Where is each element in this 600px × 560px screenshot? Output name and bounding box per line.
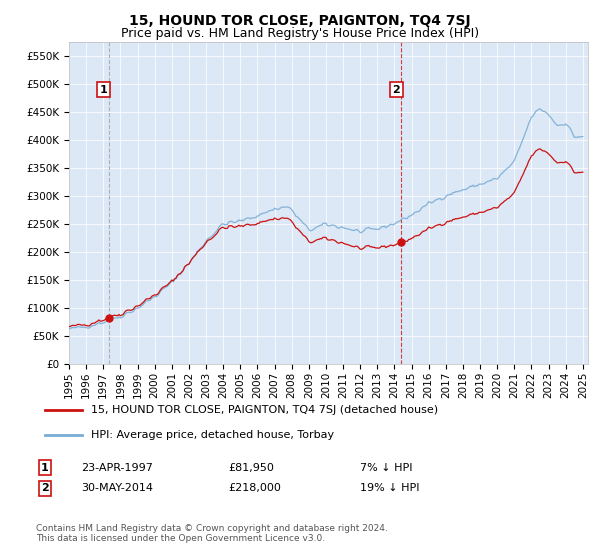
Text: 1: 1 bbox=[100, 85, 107, 95]
Text: 23-APR-1997: 23-APR-1997 bbox=[81, 463, 153, 473]
Text: 30-MAY-2014: 30-MAY-2014 bbox=[81, 483, 153, 493]
Text: Price paid vs. HM Land Registry's House Price Index (HPI): Price paid vs. HM Land Registry's House … bbox=[121, 27, 479, 40]
Text: 15, HOUND TOR CLOSE, PAIGNTON, TQ4 7SJ (detached house): 15, HOUND TOR CLOSE, PAIGNTON, TQ4 7SJ (… bbox=[91, 405, 438, 416]
Text: 2: 2 bbox=[392, 85, 400, 95]
Text: Contains HM Land Registry data © Crown copyright and database right 2024.
This d: Contains HM Land Registry data © Crown c… bbox=[36, 524, 388, 543]
Text: 7% ↓ HPI: 7% ↓ HPI bbox=[360, 463, 413, 473]
Text: 19% ↓ HPI: 19% ↓ HPI bbox=[360, 483, 419, 493]
Text: HPI: Average price, detached house, Torbay: HPI: Average price, detached house, Torb… bbox=[91, 430, 334, 440]
Text: 2: 2 bbox=[41, 483, 49, 493]
Text: £218,000: £218,000 bbox=[228, 483, 281, 493]
Text: £81,950: £81,950 bbox=[228, 463, 274, 473]
Text: 1: 1 bbox=[41, 463, 49, 473]
Text: 15, HOUND TOR CLOSE, PAIGNTON, TQ4 7SJ: 15, HOUND TOR CLOSE, PAIGNTON, TQ4 7SJ bbox=[129, 14, 471, 28]
